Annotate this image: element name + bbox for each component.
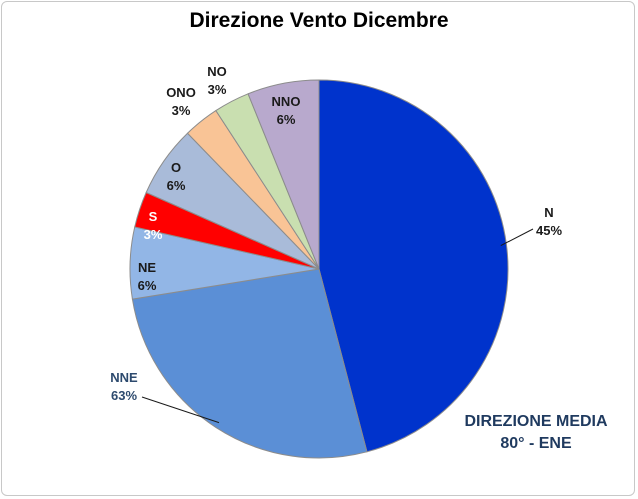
leader-line-n <box>500 228 534 247</box>
slice-label-nne: NNE <box>110 370 138 385</box>
annotation-line-1: DIREZIONE MEDIA <box>464 413 608 430</box>
pie-slice-n <box>318 79 509 453</box>
slice-percent-o: 6% <box>167 178 186 193</box>
pie-slices <box>129 79 509 459</box>
slice-label-s: S <box>149 209 158 224</box>
pie-slice-nne <box>131 268 368 459</box>
slice-percent-no: 3% <box>208 82 227 97</box>
slice-percent-nno: 6% <box>277 112 296 127</box>
slice-label-nno: NNO <box>272 94 301 109</box>
slice-label-ono: ONO <box>166 85 196 100</box>
pie-slice-nno <box>247 79 320 270</box>
slice-percent-nne: 63% <box>111 388 137 403</box>
slice-label-o: O <box>171 160 181 175</box>
slice-label-ne: NE <box>138 260 156 275</box>
slice-percent-ne: 6% <box>138 278 157 293</box>
slice-percent-ono: 3% <box>172 103 191 118</box>
chart-title: Direzione Vento Dicembre <box>189 9 448 32</box>
slice-label-no: NO <box>207 64 227 79</box>
slice-label-n: N <box>544 205 553 220</box>
annotation-line-2: 80° - ENE <box>500 435 572 452</box>
slice-percent-n: 45% <box>536 223 562 238</box>
leader-lines <box>141 228 534 424</box>
slice-labels: N 45% NNE 63% NE 6% S 3% O 6% ONO 3% NO 3% NNO 6% <box>110 64 562 403</box>
leader-line-nne <box>141 396 220 424</box>
slice-percent-s: 3% <box>144 227 163 242</box>
